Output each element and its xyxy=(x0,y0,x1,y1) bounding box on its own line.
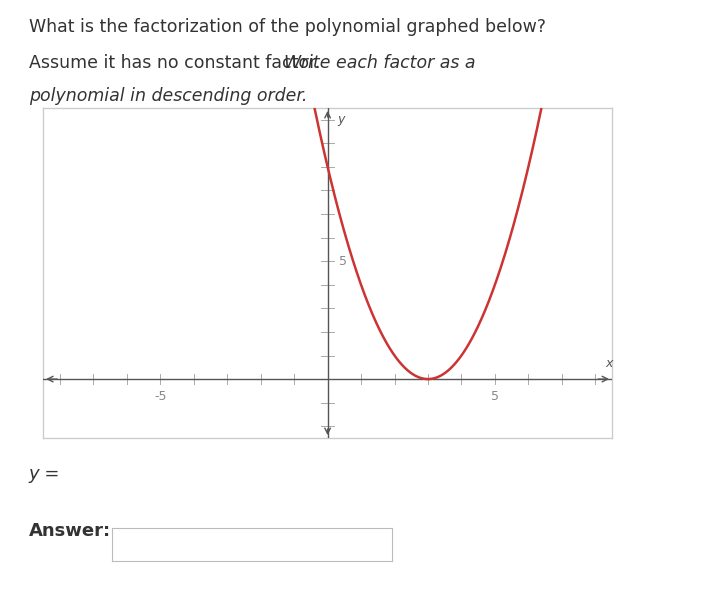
Text: y =: y = xyxy=(29,465,60,483)
Text: 5: 5 xyxy=(491,389,499,403)
Text: 5: 5 xyxy=(339,255,347,268)
Text: polynomial in descending order.: polynomial in descending order. xyxy=(29,87,307,105)
Text: Answer:: Answer: xyxy=(29,522,111,540)
Text: Write each factor as a: Write each factor as a xyxy=(284,54,476,72)
Text: -5: -5 xyxy=(154,389,166,403)
Text: What is the factorization of the polynomial graphed below?: What is the factorization of the polynom… xyxy=(29,18,546,36)
Text: Assume it has no constant factor.: Assume it has no constant factor. xyxy=(29,54,325,72)
Text: x: x xyxy=(605,356,612,370)
Text: y: y xyxy=(338,113,345,126)
